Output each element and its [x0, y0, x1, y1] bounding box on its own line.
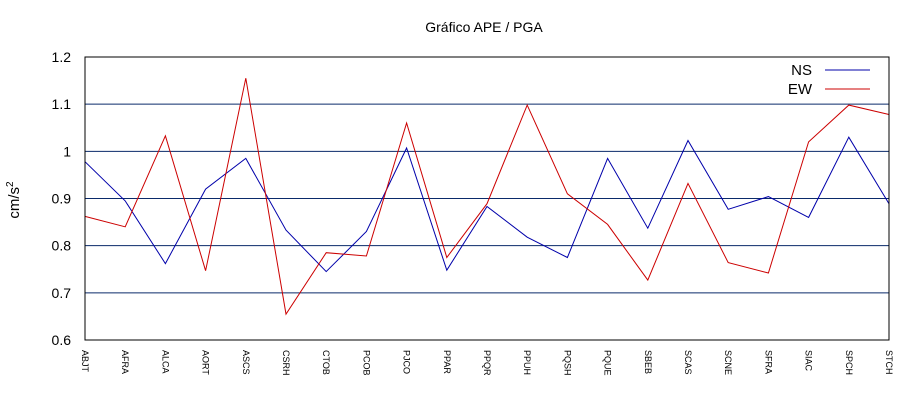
x-tick-label: AORT	[201, 350, 211, 375]
x-tick-label: SCNE	[723, 350, 733, 375]
gridlines	[85, 103, 889, 294]
y-tick-label: 0.6	[52, 332, 72, 348]
x-tick-label: SFRA	[763, 350, 773, 374]
x-tick-label: SIAC	[804, 350, 814, 372]
x-tick-label: CSRH	[281, 350, 291, 376]
plot-frame	[84, 56, 890, 341]
x-tick-label: AFRA	[120, 350, 130, 374]
y-axis-label: cm/s2	[5, 181, 23, 219]
x-tick-label: PQSH	[562, 350, 572, 376]
y-tick-label: 1.1	[52, 96, 72, 112]
y-tick-label: 0.9	[52, 191, 72, 207]
y-axis-ticks: 0.6 0.7 0.8 0.9 1 1.1 1.2	[52, 49, 72, 348]
y-tick-label: 1	[63, 143, 71, 159]
y-tick-label: 1.2	[52, 49, 72, 65]
legend: NS EW	[788, 62, 870, 98]
x-tick-label: PPQR	[482, 350, 492, 376]
x-tick-label: CTOB	[321, 350, 331, 375]
y-tick-label: 0.8	[52, 238, 72, 254]
x-tick-label: SBEB	[643, 350, 653, 374]
legend-label-ew: EW	[788, 81, 813, 98]
x-tick-label: ALCA	[160, 350, 170, 374]
x-tick-label: PPUH	[522, 350, 532, 375]
series-line-ns	[84, 136, 890, 273]
x-tick-label: PCOB	[361, 350, 371, 376]
x-tick-label: ASCS	[241, 350, 251, 375]
y-tick-label: 0.7	[52, 285, 72, 301]
x-tick-label: PJCO	[402, 350, 412, 374]
x-tick-label: SCAS	[683, 350, 693, 375]
chart-title: Gráfico APE / PGA	[425, 19, 543, 35]
x-tick-label: STCH	[884, 350, 894, 375]
x-tick-label: PQUE	[603, 350, 613, 376]
x-tick-label: ABJT	[80, 350, 90, 373]
legend-label-ns: NS	[791, 62, 812, 79]
x-axis-ticks: ABJT AFRA ALCA AORT ASCS CSRH CTOB PCOB PJCO PPAR…	[80, 350, 894, 376]
x-tick-label: SPCH	[844, 350, 854, 375]
x-tick-label: PPAR	[442, 350, 452, 374]
series-lines	[84, 78, 890, 316]
series-line-ew	[84, 78, 890, 316]
